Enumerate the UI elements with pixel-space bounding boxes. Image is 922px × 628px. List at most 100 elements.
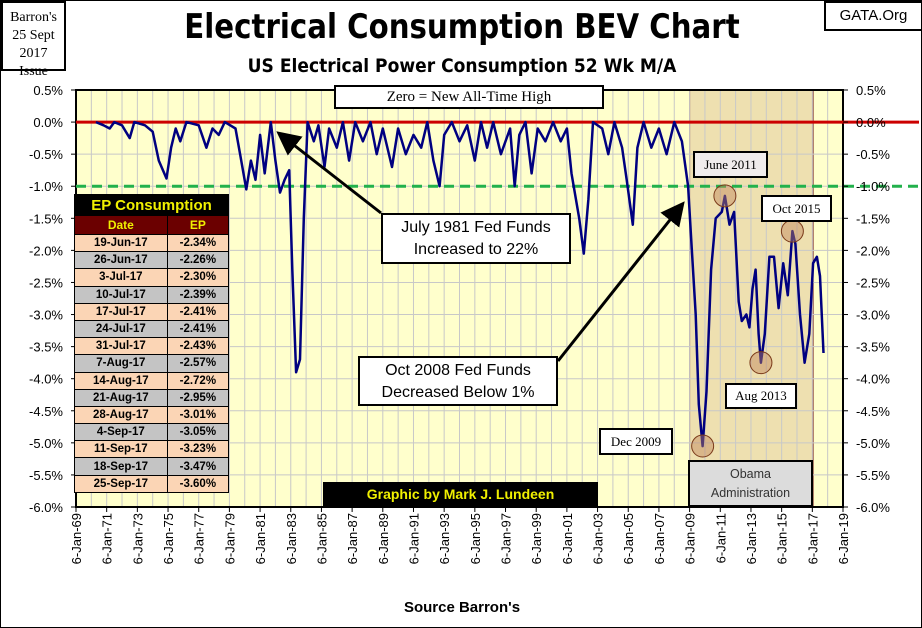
annotation-dec-2009: Dec 2009 xyxy=(599,428,673,455)
table-row: 7-Aug-17 -2.57% xyxy=(74,354,230,373)
annotation-text: Obama xyxy=(730,467,771,481)
table-row: 14-Aug-17 -2.72% xyxy=(74,371,230,390)
cell-ep: -3.60% xyxy=(166,474,230,493)
y-tick-label-right: -3.0% xyxy=(856,308,890,323)
x-tick-label: 6-Jan-93 xyxy=(437,513,452,564)
y-tick-label-left: -2.0% xyxy=(29,243,63,258)
cell-ep: -2.41% xyxy=(166,302,230,321)
cell-ep: -2.30% xyxy=(166,268,230,287)
cell-date: 14-Aug-17 xyxy=(74,371,168,390)
table-row: 4-Sep-17 -3.05% xyxy=(74,423,230,442)
cell-date: 24-Jul-17 xyxy=(74,319,168,339)
cell-date: 10-Jul-17 xyxy=(74,285,168,304)
cell-ep: -2.26% xyxy=(166,251,230,270)
x-tick-label: 6-Jan-17 xyxy=(805,513,820,564)
highlight-circle xyxy=(691,434,715,458)
table-row: 11-Sep-17 -3.23% xyxy=(74,440,230,459)
annotation-text: Increased to 22% xyxy=(413,241,539,258)
y-tick-label-left: -5.0% xyxy=(29,436,63,451)
cell-ep: -2.95% xyxy=(166,388,230,407)
credit-text: Graphic by Mark J. Lundeen xyxy=(366,486,555,502)
x-tick-label: 6-Jan-99 xyxy=(529,513,544,564)
x-tick-label: 6-Jan-97 xyxy=(499,513,514,564)
table-row: 26-Jun-17 -2.26% xyxy=(74,251,230,270)
y-tick-label-right: -3.5% xyxy=(856,340,890,355)
cell-ep: -3.23% xyxy=(166,440,230,459)
x-tick-label: 6-Jan-75 xyxy=(161,513,176,564)
table-row: 3-Jul-17 -2.30% xyxy=(74,268,230,287)
table-row: 17-Jul-17 -2.41% xyxy=(74,302,230,321)
cell-ep: -3.05% xyxy=(166,423,230,442)
x-tick-label: 6-Jan-91 xyxy=(406,513,421,564)
y-tick-label-left: -5.5% xyxy=(29,468,63,483)
x-tick-label: 6-Jan-13 xyxy=(744,513,759,564)
annotation-zero-high: Zero = New All-Time High xyxy=(334,85,604,109)
x-tick-label: 6-Jan-15 xyxy=(775,513,790,564)
y-tick-label-left: -2.5% xyxy=(29,275,63,290)
highlight-circle xyxy=(713,184,737,208)
annotation-text: Dec 2009 xyxy=(610,434,662,449)
cell-date: 25-Sep-17 xyxy=(74,474,168,493)
x-tick-label: 6-Jan-05 xyxy=(621,513,636,564)
annotation-2008-fed-funds: Oct 2008 Fed Funds Decreased Below 1% xyxy=(358,356,558,406)
column-header-date: Date xyxy=(74,215,168,235)
cell-date: 4-Sep-17 xyxy=(74,423,168,442)
annotation-text: Oct 2015 xyxy=(772,201,821,216)
cell-date: 3-Jul-17 xyxy=(74,268,168,287)
cell-date: 31-Jul-17 xyxy=(74,337,168,356)
x-tick-label: 6-Jan-85 xyxy=(314,513,329,564)
x-tick-label: 6-Jan-73 xyxy=(130,513,145,564)
y-tick-label-right: -0.5% xyxy=(856,147,890,162)
x-tick-label: 6-Jan-11 xyxy=(713,513,728,563)
table-row: 10-Jul-17 -2.39% xyxy=(74,285,230,304)
cell-date: 26-Jun-17 xyxy=(74,251,168,270)
annotation-text: June 2011 xyxy=(704,157,757,172)
annotation-text: Administration xyxy=(710,486,791,500)
y-tick-label-right: 0.5% xyxy=(856,83,886,98)
y-tick-label-left: 0.0% xyxy=(33,115,63,130)
y-tick-label-left: -4.0% xyxy=(29,372,63,387)
x-tick-label: 6-Jan-77 xyxy=(192,513,207,564)
y-tick-label-left: 0.5% xyxy=(33,83,63,98)
table-row: 18-Sep-17 -3.47% xyxy=(74,457,230,476)
x-tick-label: 6-Jan-83 xyxy=(284,513,299,564)
y-tick-label-right: -6.0% xyxy=(856,500,890,515)
cell-ep: -2.41% xyxy=(166,319,230,339)
x-tick-label: 6-Jan-89 xyxy=(376,513,391,564)
cell-ep: -2.39% xyxy=(166,285,230,304)
y-tick-label-left: -6.0% xyxy=(29,500,63,515)
cell-ep: -2.72% xyxy=(166,371,230,390)
y-tick-label-left: -3.5% xyxy=(29,340,63,355)
cell-ep: -2.43% xyxy=(166,337,230,356)
cell-date: 17-Jul-17 xyxy=(74,302,168,321)
y-tick-label-right: 0.0% xyxy=(856,115,886,130)
series-line xyxy=(95,120,825,448)
annotation-1981-fed-funds: July 1981 Fed Funds Increased to 22% xyxy=(381,213,571,264)
source-note-line: Issue xyxy=(19,64,48,79)
cell-ep: -2.34% xyxy=(166,233,230,253)
annotation-aug-2013: Aug 2013 xyxy=(725,383,797,409)
cell-date: 18-Sep-17 xyxy=(74,457,168,476)
arrow-2008 xyxy=(556,201,685,362)
annotation-text: Decreased Below 1% xyxy=(381,384,535,401)
table-row: 31-Jul-17 -2.43% xyxy=(74,337,230,356)
cell-date: 28-Aug-17 xyxy=(74,405,168,425)
table-row: 24-Jul-17 -2.41% xyxy=(74,319,230,339)
annotation-june-2011: June 2011 xyxy=(693,151,768,178)
x-tick-label: 6-Jan-03 xyxy=(591,513,606,564)
x-tick-label: 6-Jan-01 xyxy=(560,513,575,564)
cell-date: 21-Aug-17 xyxy=(74,388,168,407)
annotation-oct-2015: Oct 2015 xyxy=(761,195,832,222)
x-tick-label: 6-Jan-79 xyxy=(222,513,237,564)
x-tick-label: 6-Jan-71 xyxy=(100,513,115,564)
y-tick-label-right: -4.0% xyxy=(856,372,890,387)
y-tick-label-right: -1.0% xyxy=(856,179,890,194)
column-header-ep: EP xyxy=(166,215,230,235)
table-row: 21-Aug-17 -2.95% xyxy=(74,388,230,407)
chart-title: Electrical Consumption BEV Chart xyxy=(184,7,740,47)
site-label-box: GATA.Org xyxy=(824,1,921,31)
y-tick-label-left: -3.0% xyxy=(29,308,63,323)
annotation-text: Oct 2008 Fed Funds xyxy=(385,362,531,379)
y-tick-label-left: -0.5% xyxy=(29,147,63,162)
site-label: GATA.Org xyxy=(839,7,908,24)
